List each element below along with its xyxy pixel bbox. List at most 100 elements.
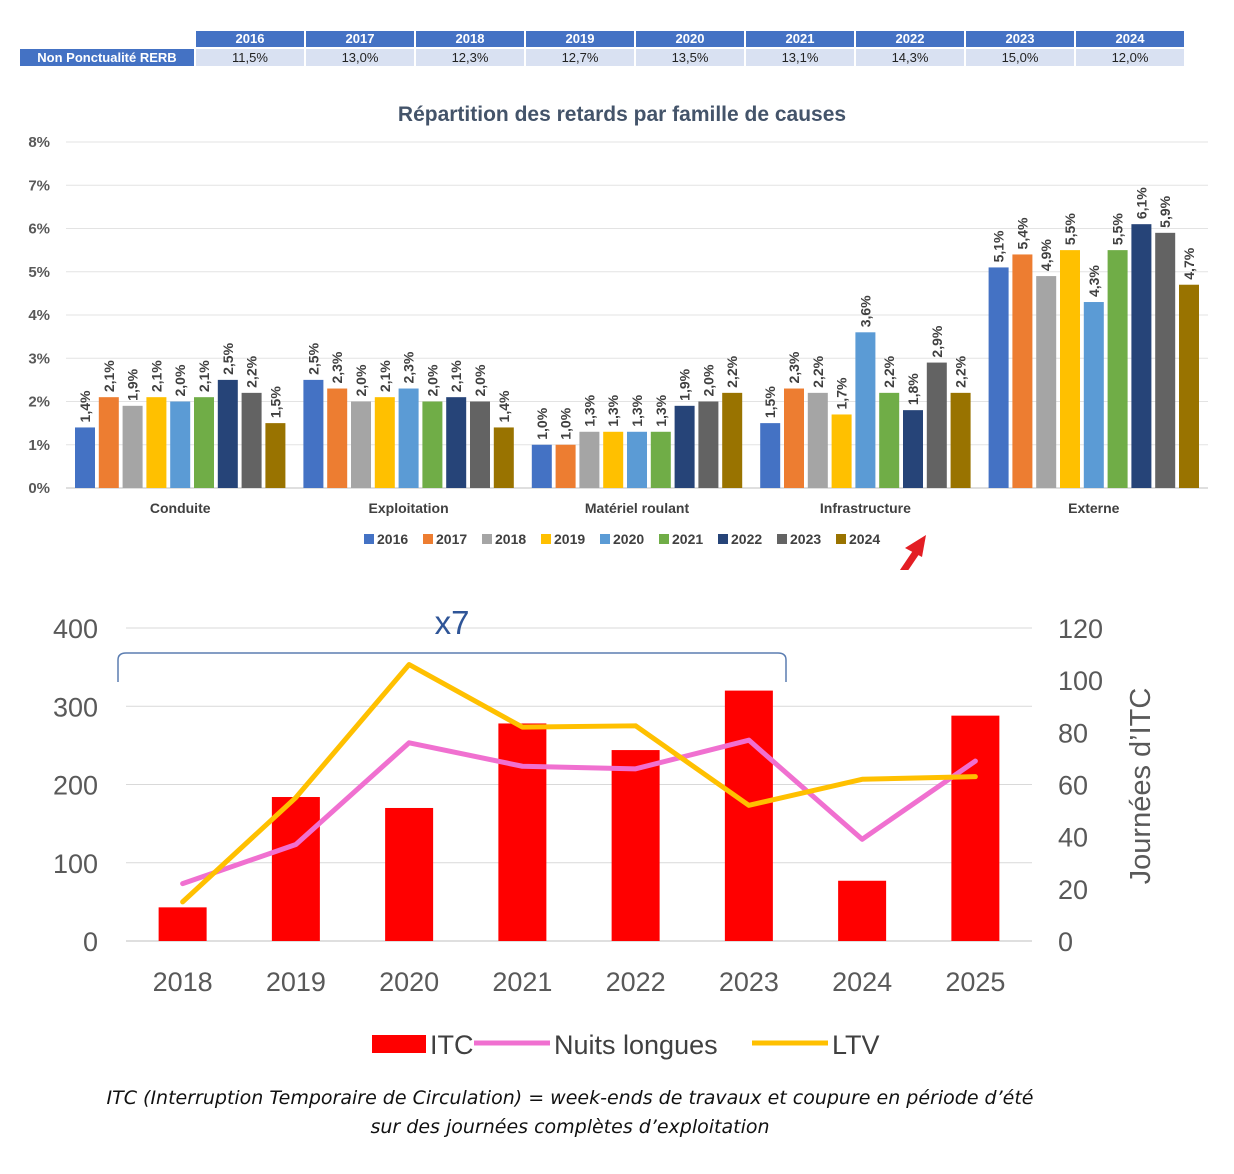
data-label: 1,3% [653, 394, 669, 426]
footnote-line-2: sur des journées complètes d’exploitatio… [370, 1116, 770, 1138]
bar [493, 427, 514, 488]
bar [722, 392, 743, 488]
bar [1131, 224, 1152, 489]
y-tick-label: 2% [28, 394, 50, 411]
data-label: 2,5% [220, 342, 236, 374]
data-label: 4,3% [1086, 265, 1102, 297]
legend-swatch [777, 534, 787, 544]
data-label: 5,4% [1014, 217, 1030, 249]
bar [385, 807, 434, 941]
category-label: 2023 [719, 967, 779, 997]
data-label: 4,7% [1181, 247, 1197, 279]
category-label: 2025 [945, 967, 1005, 997]
data-label: 2,0% [172, 364, 188, 396]
y-tick-label: 6% [28, 221, 50, 238]
delay-causes-bar-chart: Répartition des retards par famille de c… [28, 103, 1208, 570]
bar [698, 401, 719, 488]
table-year-header: 2024 [1076, 31, 1184, 49]
legend-swatch [482, 534, 492, 544]
y-tick-label: 8% [28, 134, 50, 151]
legend-label: ITC [430, 1030, 474, 1060]
data-label: 1,8% [905, 373, 921, 405]
bar [446, 397, 467, 488]
data-label: 1,3% [605, 394, 621, 426]
bar [398, 388, 419, 488]
y-tick-label: 7% [28, 177, 50, 194]
legend-label: 2020 [613, 531, 644, 547]
y-tick-label: 0% [28, 480, 50, 497]
category-label: 2024 [832, 967, 892, 997]
legend-label: 2021 [672, 531, 703, 547]
data-label: 2,1% [101, 360, 117, 392]
legend-label: 2024 [849, 531, 880, 547]
data-label: 2,0% [472, 364, 488, 396]
bar [760, 423, 781, 488]
data-label: 2,3% [401, 351, 417, 383]
table-cell: 11,5% [196, 49, 304, 66]
table-header-row: 2016 2017 2018 2019 2020 2021 2022 2023 … [20, 31, 1184, 49]
bar [241, 392, 262, 488]
data-label: 2,5% [305, 342, 321, 374]
x7-annotation: x7 [435, 604, 470, 641]
bar [650, 431, 671, 488]
bar [879, 392, 900, 488]
table-year-header: 2020 [636, 31, 744, 49]
table-year-header: 2016 [196, 31, 304, 49]
data-label: 2,2% [953, 355, 969, 387]
chart-title: Répartition des retards par famille de c… [398, 103, 846, 126]
table-cell: 12,7% [526, 49, 634, 66]
table-corner-cell [20, 31, 194, 49]
data-label: 1,3% [581, 394, 597, 426]
table-year-header: 2023 [966, 31, 1074, 49]
bar [1036, 276, 1057, 488]
legend-label: 2017 [436, 531, 467, 547]
bar [627, 431, 647, 488]
y-tick-label: 0 [83, 927, 98, 957]
data-label: 2,3% [329, 351, 345, 383]
bar [422, 401, 443, 488]
bar [674, 405, 695, 488]
legend-label: 2016 [377, 531, 408, 547]
category-label: 2022 [606, 967, 666, 997]
y2-tick-label: 100 [1058, 666, 1103, 696]
data-label: 2,3% [786, 351, 802, 383]
y-tick-label: 3% [28, 350, 50, 367]
data-label: 2,2% [244, 355, 260, 387]
category-label: 2020 [379, 967, 439, 997]
data-label: 1,0% [558, 407, 574, 439]
y2-tick-label: 80 [1058, 718, 1088, 748]
bar [724, 690, 773, 941]
category-label: 2018 [153, 967, 213, 997]
bar [498, 723, 547, 941]
legend-label: 2022 [731, 531, 762, 547]
y2-tick-label: 20 [1058, 875, 1088, 905]
category-label: Exploitation [369, 500, 449, 516]
y-tick-label: 1% [28, 437, 50, 454]
bar [988, 267, 1009, 488]
bar [170, 401, 191, 488]
bar [1012, 254, 1033, 488]
data-label: 1,3% [629, 394, 645, 426]
data-label: 2,1% [377, 360, 393, 392]
table-year-header: 2019 [526, 31, 634, 49]
data-label: 1,9% [125, 368, 141, 400]
data-label: 1,9% [677, 368, 693, 400]
data-label: 2,0% [424, 364, 440, 396]
data-label: 4,9% [1038, 239, 1054, 271]
legend-swatch [718, 534, 728, 544]
y-tick-label: 5% [28, 264, 50, 281]
data-label: 6,1% [1133, 187, 1149, 219]
bar [831, 414, 852, 488]
category-label: Conduite [150, 500, 211, 516]
bar [1060, 250, 1080, 488]
data-label: 3,6% [857, 295, 873, 327]
bar [838, 880, 887, 941]
legend-label: 2019 [554, 531, 585, 547]
bar [351, 401, 371, 488]
data-label: 5,9% [1157, 195, 1173, 227]
table-cell: 14,3% [856, 49, 964, 66]
bar [327, 388, 348, 488]
category-label: 2019 [266, 967, 326, 997]
bar [926, 362, 947, 488]
bar [217, 379, 238, 488]
